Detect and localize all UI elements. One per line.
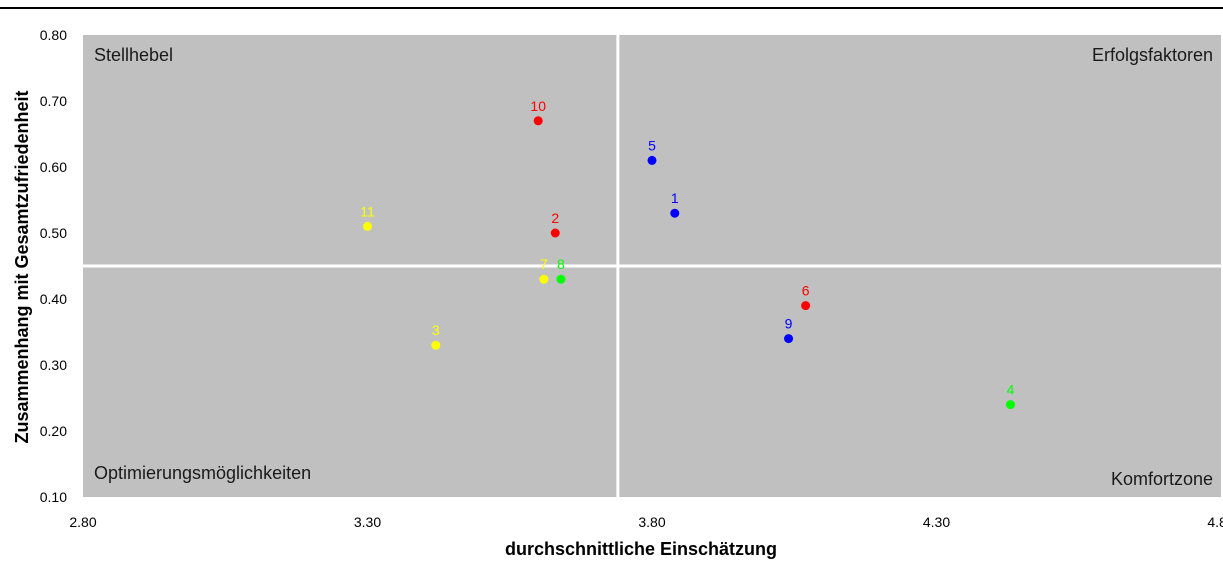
y-tick-label: 0.50 [40, 225, 67, 241]
data-label-9: 9 [785, 316, 793, 332]
x-tick-label: 4.80 [1207, 514, 1223, 530]
y-tick-label: 0.70 [40, 93, 67, 109]
quadrant-label-bottom-left: Optimierungsmöglichkeiten [94, 463, 311, 483]
data-point-9 [784, 334, 794, 344]
y-tick-label: 0.40 [40, 291, 67, 307]
data-point-11 [363, 221, 372, 231]
data-label-7: 7 [540, 256, 548, 272]
data-label-3: 3 [432, 322, 440, 338]
data-point-5 [647, 155, 657, 165]
quadrant-label-top-right: Erfolgsfaktoren [1092, 45, 1213, 65]
data-label-11: 11 [360, 203, 375, 219]
y-tick-label: 0.20 [40, 423, 67, 439]
data-label-2: 2 [551, 210, 559, 226]
data-point-2 [550, 228, 560, 238]
y-tick-label: 0.80 [40, 27, 67, 43]
x-tick-label: 4.30 [923, 514, 950, 530]
quadrant-label-bottom-right: Komfortzone [1111, 469, 1213, 489]
y-tick-label: 0.30 [40, 357, 67, 373]
x-tick-label: 3.80 [638, 514, 665, 530]
data-point-10 [533, 116, 543, 126]
data-label-5: 5 [648, 137, 656, 153]
x-tick-label: 3.30 [354, 514, 381, 530]
data-point-8 [556, 274, 566, 284]
data-label-1: 1 [671, 190, 679, 206]
y-tick-label: 0.60 [40, 159, 67, 175]
y-axis-title: Zusammenhang mit Gesamtzufriedenheit [12, 90, 32, 443]
data-point-7 [539, 274, 549, 284]
data-point-3 [431, 340, 441, 350]
data-point-6 [801, 301, 811, 311]
quadrant-label-top-left: Stellhebel [94, 45, 173, 65]
x-tick-label: 2.80 [69, 514, 96, 530]
data-label-4: 4 [1007, 382, 1015, 398]
y-tick-label: 0.10 [40, 489, 67, 505]
data-label-10: 10 [530, 98, 546, 114]
data-label-6: 6 [802, 283, 810, 299]
x-axis-title: durchschnittliche Einschätzung [505, 539, 777, 559]
data-label-8: 8 [557, 256, 565, 272]
data-point-4 [1005, 400, 1015, 410]
data-point-1 [670, 208, 680, 218]
